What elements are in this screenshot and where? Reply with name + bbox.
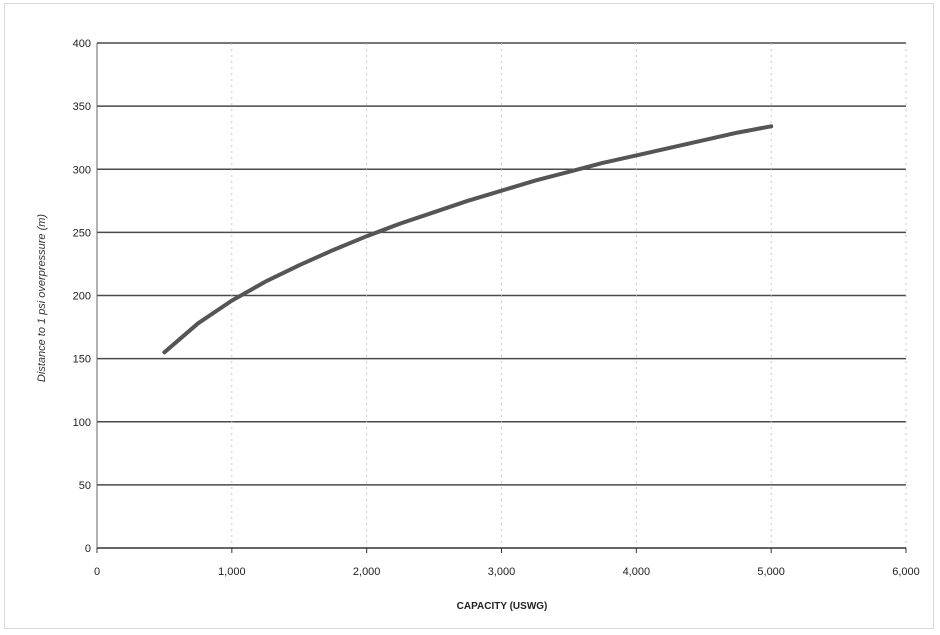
axes [96, 43, 907, 553]
x-axis-title: CAPACITY (USWG) [457, 601, 548, 612]
y-axis-title: Distance to 1 psi overpressure (m) [36, 214, 48, 382]
y-tick-label: 250 [73, 227, 91, 239]
x-tick-label: 1,000 [218, 566, 246, 578]
series-line [162, 124, 774, 355]
y-tick-label: 0 [85, 543, 91, 555]
y-tick-label: 200 [73, 291, 91, 303]
x-tick-label: 3,000 [488, 566, 516, 578]
y-tick-label: 150 [73, 354, 91, 366]
x-tick-label: 6,000 [892, 566, 920, 578]
y-tick-label: 350 [73, 101, 91, 113]
series-group [162, 124, 774, 355]
x-tick-label: 4,000 [623, 566, 651, 578]
x-tick-label: 2,000 [353, 566, 381, 578]
y-tick-label: 100 [73, 417, 91, 429]
x-tick-label: 5,000 [757, 566, 785, 578]
gridlines [97, 42, 907, 548]
x-tick-label: 0 [94, 566, 100, 578]
y-tick-label: 50 [79, 480, 91, 492]
y-axis-title-group: Distance to 1 psi overpressure (m) [36, 214, 48, 382]
y-tick-label: 300 [73, 164, 91, 176]
y-tick-label: 400 [73, 38, 91, 50]
chart-frame [4, 3, 934, 629]
y-tick-labels: 0 50 100 150 200 250 300 350 400 [73, 38, 91, 555]
x-tick-labels: 0 1,000 2,000 3,000 4,000 5,000 6,000 [94, 566, 920, 578]
